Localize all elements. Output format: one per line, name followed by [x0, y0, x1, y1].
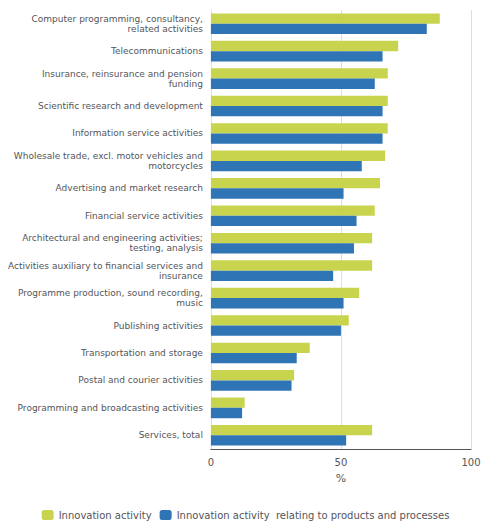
- svg-text:Wholesale trade, excl. motor v: Wholesale trade, excl. motor vehicles an…: [14, 151, 203, 161]
- svg-text:Transportation and storage: Transportation and storage: [80, 348, 203, 358]
- svg-text:Insurance, reinsurance and pen: Insurance, reinsurance and pension: [42, 69, 203, 79]
- svg-text:Financial service activities: Financial service activities: [85, 211, 203, 221]
- svg-text:Innovation activity relating: Innovation activity relating to products…: [177, 510, 450, 521]
- svg-text:insurance: insurance: [159, 271, 203, 281]
- svg-text:Programming and broadcasting a: Programming and broadcasting activities: [18, 403, 204, 413]
- svg-text:Architectural and engineering: Architectural and engineering activities…: [22, 233, 203, 243]
- svg-text:%: %: [336, 472, 346, 485]
- svg-text:testing, analysis: testing, analysis: [130, 243, 204, 253]
- svg-text:motorcycles: motorcycles: [148, 161, 203, 171]
- svg-text:Telecommunications: Telecommunications: [110, 46, 203, 56]
- svg-text:music: music: [176, 298, 203, 308]
- svg-text:Innovation activity: Innovation activity: [59, 510, 152, 521]
- svg-text:Programme production, sound re: Programme production, sound recording,: [18, 288, 203, 298]
- svg-text:100: 100: [461, 457, 480, 468]
- svg-text:Publishing activities: Publishing activities: [113, 321, 203, 331]
- svg-text:related activities: related activities: [128, 24, 204, 34]
- svg-text:Information service activities: Information service activities: [72, 128, 203, 138]
- svg-text:Activities auxiliary to financ: Activities auxiliary to financial servic…: [8, 261, 203, 271]
- svg-text:0: 0: [208, 457, 214, 468]
- svg-text:Services, total: Services, total: [139, 430, 203, 440]
- svg-text:Postal and courier activities: Postal and courier activities: [78, 375, 203, 385]
- svg-text:50: 50: [335, 457, 348, 468]
- svg-text:Scientific research and develo: Scientific research and development: [38, 101, 203, 111]
- svg-text:Advertising and market researc: Advertising and market research: [56, 183, 203, 193]
- svg-text:Computer programming, consulta: Computer programming, consultancy,: [32, 14, 203, 24]
- svg-text:funding: funding: [169, 79, 203, 89]
